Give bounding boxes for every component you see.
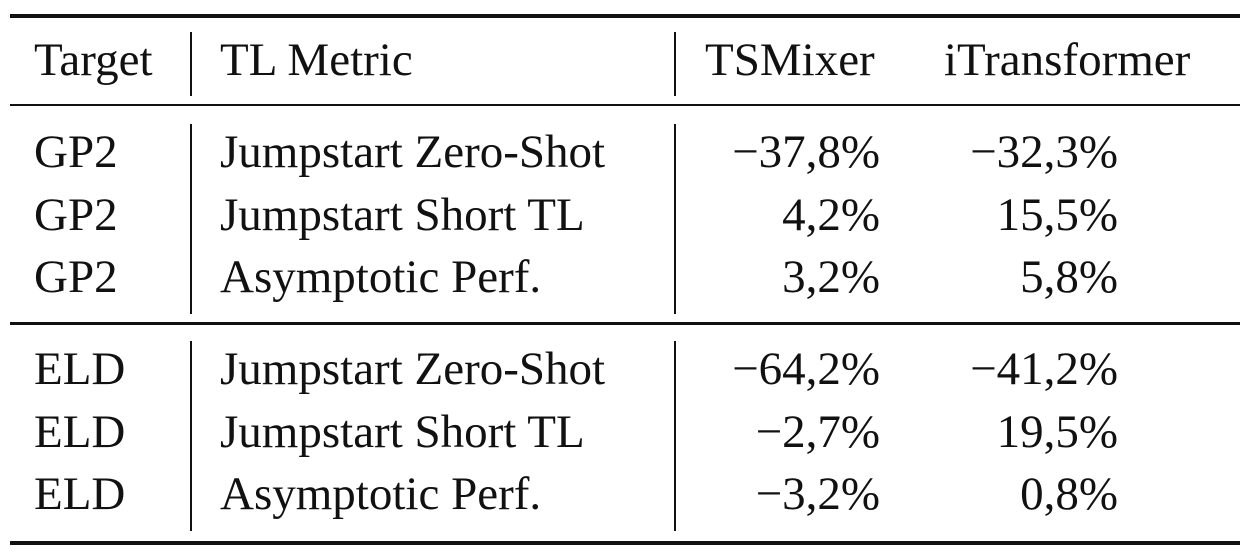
cell-tsmixer: −2,7% [755, 406, 880, 458]
cell-metric: Jumpstart Zero-Shot [220, 126, 606, 178]
group1-vline-target [190, 124, 192, 314]
cell-metric: Jumpstart Short TL [220, 406, 585, 458]
cell-metric: Jumpstart Zero-Shot [220, 343, 606, 395]
cell-target: ELD [34, 406, 126, 458]
group2-vline-metric [674, 341, 676, 531]
header-tsmixer: TSMixer [705, 34, 875, 86]
cell-target: GP2 [34, 251, 118, 303]
cell-tsmixer: 4,2% [782, 189, 880, 241]
header-vline-metric [674, 32, 676, 96]
cell-metric: Jumpstart Short TL [220, 189, 585, 241]
cell-metric: Asymptotic Perf. [220, 251, 542, 303]
cell-itransformer: −41,2% [970, 343, 1118, 395]
cell-tsmixer: −37,8% [732, 126, 880, 178]
cell-tsmixer: −3,2% [755, 468, 880, 520]
cell-itransformer: 0,8% [1020, 468, 1118, 520]
top-rule [10, 14, 1240, 18]
cell-tsmixer: 3,2% [782, 251, 880, 303]
cell-itransformer: 19,5% [996, 406, 1118, 458]
cell-target: GP2 [34, 126, 118, 178]
header-tl-metric: TL Metric [220, 34, 413, 86]
cell-itransformer: −32,3% [970, 126, 1118, 178]
group1-vline-metric [674, 124, 676, 314]
cell-metric: Asymptotic Perf. [220, 468, 542, 520]
cell-itransformer: 5,8% [1020, 251, 1118, 303]
cell-itransformer: 15,5% [996, 189, 1118, 241]
header-target: Target [34, 34, 153, 86]
cell-target: GP2 [34, 189, 118, 241]
group2-vline-target [190, 341, 192, 531]
cell-target: ELD [34, 468, 126, 520]
bottom-rule [10, 541, 1240, 545]
group-separator-rule [10, 322, 1240, 325]
cell-target: ELD [34, 343, 126, 395]
header-rule [10, 104, 1240, 106]
header-itransformer: iTransformer [944, 34, 1191, 86]
cell-tsmixer: −64,2% [732, 343, 880, 395]
header-vline-target [190, 32, 192, 96]
